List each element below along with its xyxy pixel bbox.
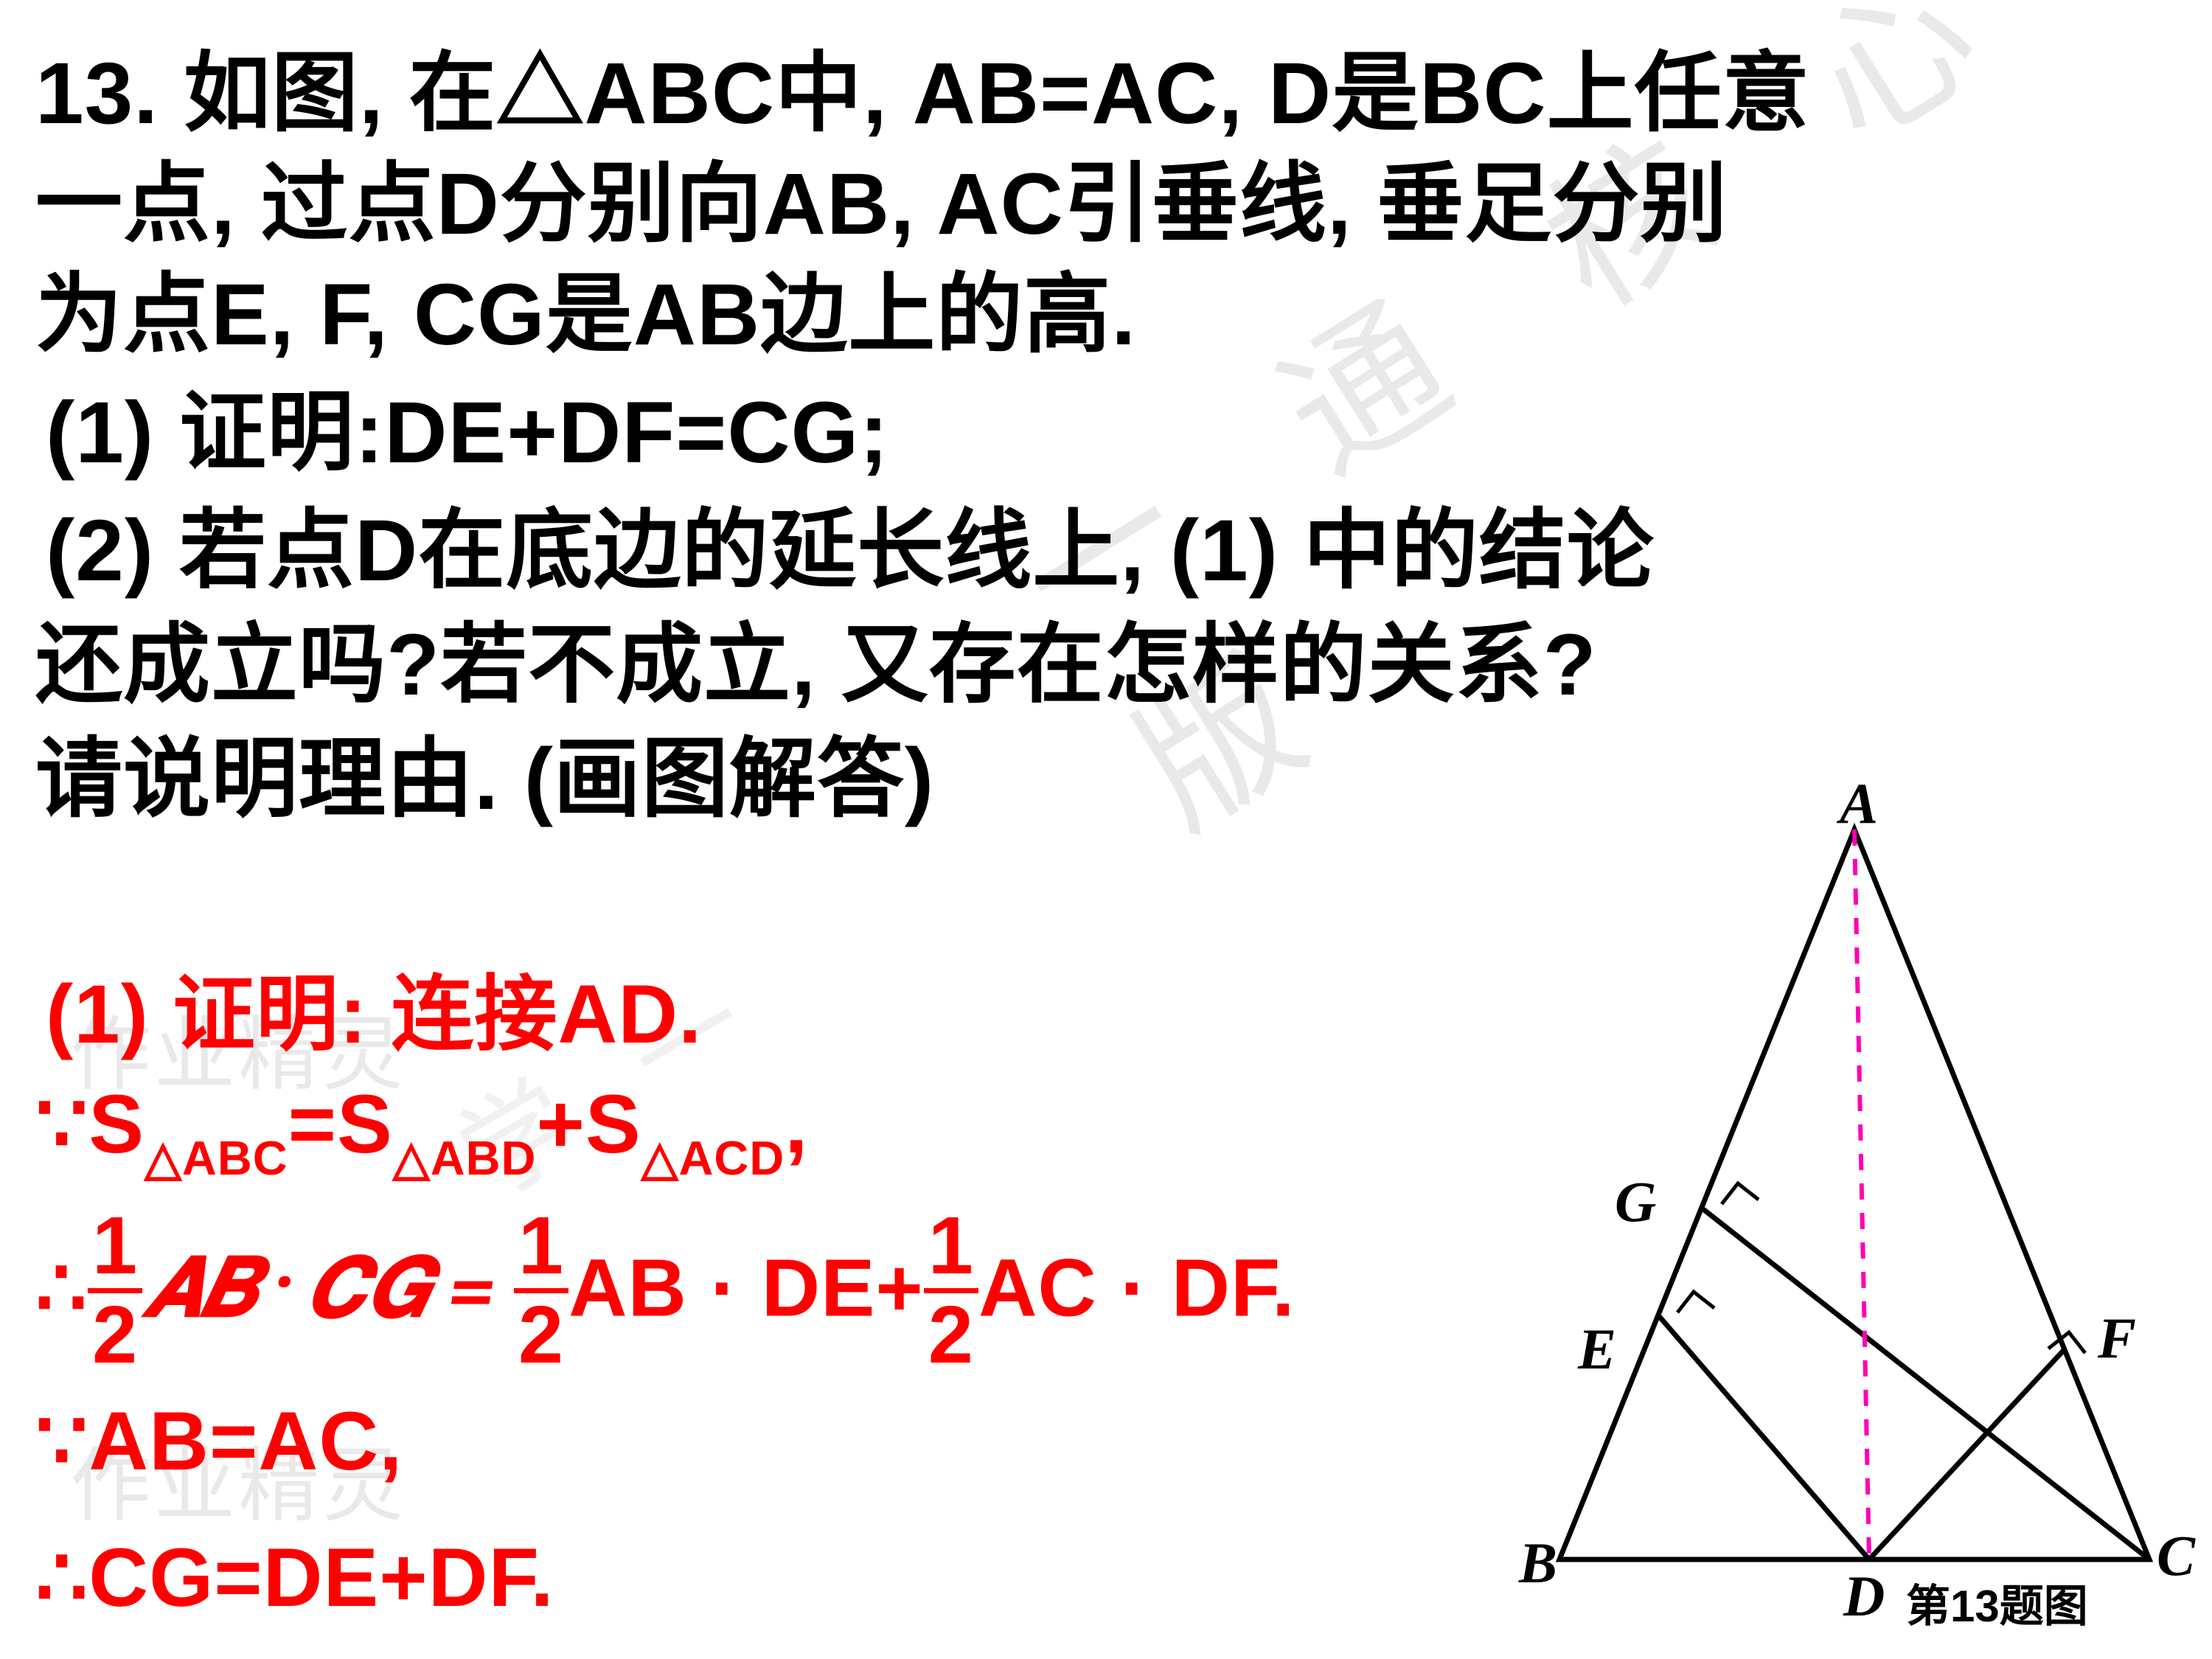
frac-3: 12 — [924, 1206, 978, 1376]
s2-pre: ∵S — [35, 1078, 145, 1170]
s2-plus: +S — [536, 1078, 641, 1170]
label-G: G — [1615, 1169, 1656, 1235]
solution-line-4: ∵AB=AC, — [35, 1394, 403, 1489]
problem-line-6: 还成立吗?若不成立, 又存在怎样的关系? — [35, 594, 1597, 720]
label-E: E — [1578, 1316, 1616, 1382]
solution-line-1: (1) 证明: 连接AD. — [46, 947, 702, 1067]
triangle-figure: A B C D E F G 第13题图 — [1537, 800, 2208, 1633]
s3-m3: AC · DF. — [978, 1243, 1295, 1334]
solution-line-3: ∴12𝑨𝑩 · 𝑪𝑮 = 12AB · DE+12AC · DF. — [35, 1209, 1295, 1380]
s2-sub1: △ABC — [145, 1131, 288, 1185]
label-F: F — [2098, 1305, 2136, 1371]
s3-m1: 𝑨𝑩 · 𝑪𝑮 = — [142, 1243, 514, 1337]
label-C: C — [2157, 1523, 2195, 1589]
problem-line-1: 13. 如图, 在△ABC中, AB=AC, D是BC上任意 — [35, 22, 1810, 148]
solution-line-2: ∵S△ABC=S△ABD+S△ACD, — [35, 1077, 808, 1181]
s2-sub2: △ABD — [393, 1131, 537, 1185]
problem-line-3: 为点E, F, CG是AB边上的高. — [35, 243, 1136, 369]
problem-line-2: 一点, 过点D分别向AB, AC引垂线, 垂足分别 — [35, 133, 1728, 259]
s2-sub3: △ACD — [641, 1131, 785, 1185]
problem-line-4: (1) 证明:DE+DF=CG; — [46, 361, 889, 487]
problem-line-7: 请说明理由. (画图解答) — [35, 708, 934, 834]
label-D: D — [1843, 1563, 1885, 1630]
s3-pre: ∴ — [35, 1243, 88, 1334]
label-B: B — [1519, 1530, 1557, 1596]
s3-m2: AB · DE+ — [568, 1243, 924, 1334]
label-A: A — [1840, 771, 1878, 837]
figure-caption: 第13题图 — [1906, 1571, 2088, 1635]
frac-1: 12 — [88, 1206, 142, 1376]
solution-line-5: ∴CG=DE+DF. — [35, 1530, 554, 1626]
s2-eq: =S — [288, 1078, 393, 1170]
frac-2: 12 — [514, 1206, 568, 1376]
s2-end: , — [785, 1078, 808, 1170]
problem-line-5: (2) 若点D在底边的延长线上, (1) 中的结论 — [46, 479, 1655, 605]
